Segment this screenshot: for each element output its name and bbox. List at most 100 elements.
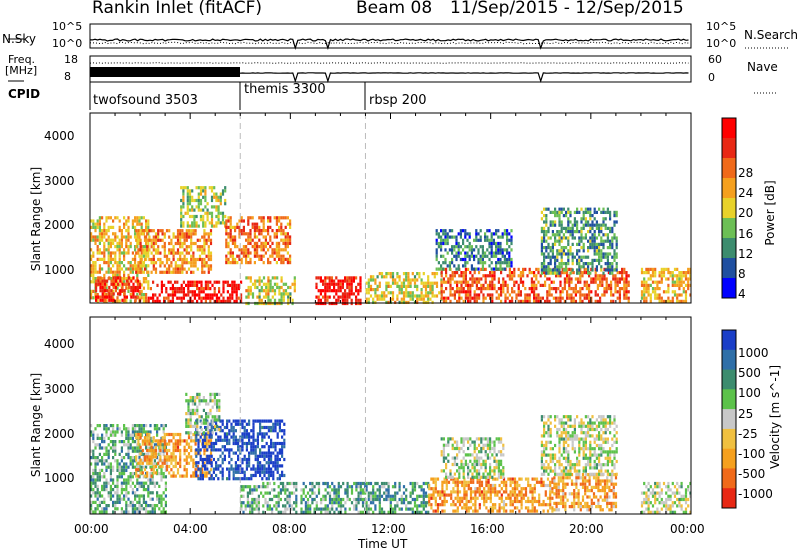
rti-cell bbox=[389, 272, 392, 276]
rti-cell bbox=[112, 468, 115, 472]
rti-cell bbox=[464, 274, 467, 278]
rti-cell bbox=[588, 287, 591, 291]
rti-cell bbox=[647, 277, 650, 281]
rti-cell bbox=[348, 497, 351, 502]
rti-cell bbox=[280, 292, 283, 296]
rti-cell bbox=[192, 439, 195, 443]
rti-cell bbox=[355, 298, 358, 302]
rti-cell bbox=[158, 500, 161, 504]
rti-cell bbox=[109, 251, 112, 255]
rti-cell bbox=[228, 451, 231, 455]
rti-cell bbox=[304, 504, 307, 508]
rti-cell bbox=[196, 418, 199, 422]
rti-cell bbox=[129, 475, 132, 479]
rti-cell bbox=[120, 459, 123, 463]
rti-cell bbox=[236, 245, 239, 249]
rti-cell bbox=[221, 422, 224, 426]
rti-cell bbox=[582, 265, 585, 269]
rti-cell bbox=[98, 446, 101, 450]
rti-cell bbox=[241, 477, 244, 481]
rti-cell bbox=[143, 474, 147, 478]
rti-cell bbox=[160, 504, 163, 508]
rti-cell bbox=[440, 254, 443, 258]
rti-cell bbox=[140, 216, 143, 220]
rti-cell bbox=[274, 461, 277, 465]
rti-cell bbox=[359, 481, 362, 486]
rti-cell bbox=[280, 279, 283, 283]
rti-cell bbox=[464, 257, 467, 262]
rti-cell bbox=[92, 456, 95, 460]
rti-cell bbox=[179, 455, 182, 459]
rti-cell bbox=[209, 468, 213, 472]
rti-cell bbox=[353, 504, 356, 508]
rti-cell bbox=[112, 225, 115, 229]
rti-cell bbox=[151, 481, 154, 485]
rti-cell bbox=[682, 280, 685, 284]
rti-cell bbox=[168, 270, 171, 274]
rti-cell bbox=[383, 294, 386, 298]
rti-cell bbox=[112, 276, 115, 280]
rti-cell bbox=[435, 267, 438, 271]
rti-cell bbox=[339, 501, 343, 505]
rti-cell bbox=[284, 257, 287, 261]
rti-cell bbox=[282, 257, 285, 261]
rti-cell bbox=[433, 272, 436, 276]
rti-cell bbox=[125, 507, 128, 511]
rti-cell bbox=[129, 456, 132, 460]
rti-cell bbox=[90, 280, 93, 284]
rti-cell bbox=[684, 277, 688, 281]
rti-cell bbox=[684, 271, 688, 275]
rti-cell bbox=[152, 267, 155, 271]
rti-cell bbox=[599, 277, 602, 281]
rti-cell bbox=[267, 473, 270, 478]
rti-cell bbox=[179, 448, 182, 453]
rti-cell bbox=[242, 501, 245, 505]
rti-cell bbox=[391, 291, 395, 295]
rti-cell bbox=[105, 286, 108, 290]
rti-cell bbox=[603, 274, 606, 278]
rti-cell bbox=[490, 232, 493, 236]
rti-cell bbox=[530, 290, 533, 294]
rti-cell bbox=[272, 451, 275, 455]
rti-cell bbox=[623, 283, 626, 287]
rti-cell bbox=[455, 235, 458, 239]
rti-cell bbox=[202, 287, 205, 291]
rti-cell bbox=[256, 222, 259, 226]
rti-cell bbox=[409, 284, 412, 288]
rti-cell bbox=[125, 267, 128, 271]
rti-cell bbox=[684, 299, 688, 303]
rti-cell bbox=[152, 229, 155, 233]
rti-cell bbox=[279, 497, 282, 502]
rti-cell bbox=[147, 225, 150, 229]
rti-cell bbox=[378, 297, 381, 301]
rti-cell bbox=[180, 218, 183, 222]
rti-cell bbox=[364, 491, 367, 495]
rti-cell bbox=[270, 445, 273, 449]
rti-cell bbox=[306, 507, 310, 511]
rti-cell bbox=[627, 299, 630, 303]
rti-cell bbox=[280, 216, 283, 220]
rti-cell bbox=[219, 448, 222, 452]
rti-cell bbox=[422, 284, 425, 288]
rti-cell bbox=[387, 284, 390, 288]
rti-cell bbox=[549, 246, 552, 250]
rti-cell bbox=[276, 441, 279, 446]
rti-cell bbox=[660, 277, 663, 281]
rti-cell bbox=[431, 291, 434, 295]
rti-cell bbox=[595, 226, 598, 230]
rti-cell bbox=[341, 285, 344, 290]
rti-cell bbox=[185, 238, 188, 242]
rti-cell bbox=[567, 223, 570, 227]
rti-cell bbox=[595, 236, 598, 240]
rti-cell bbox=[94, 261, 97, 265]
rti-cell bbox=[230, 435, 233, 439]
rti-cell bbox=[462, 280, 465, 284]
rti-cell bbox=[114, 491, 117, 495]
rti-cell bbox=[136, 216, 139, 220]
rti-cell bbox=[204, 299, 207, 303]
rti-cell bbox=[170, 432, 173, 437]
rti-cell bbox=[168, 458, 171, 462]
rti-cell bbox=[671, 296, 674, 300]
rti-cell bbox=[171, 296, 174, 300]
rti-cell bbox=[391, 281, 395, 285]
